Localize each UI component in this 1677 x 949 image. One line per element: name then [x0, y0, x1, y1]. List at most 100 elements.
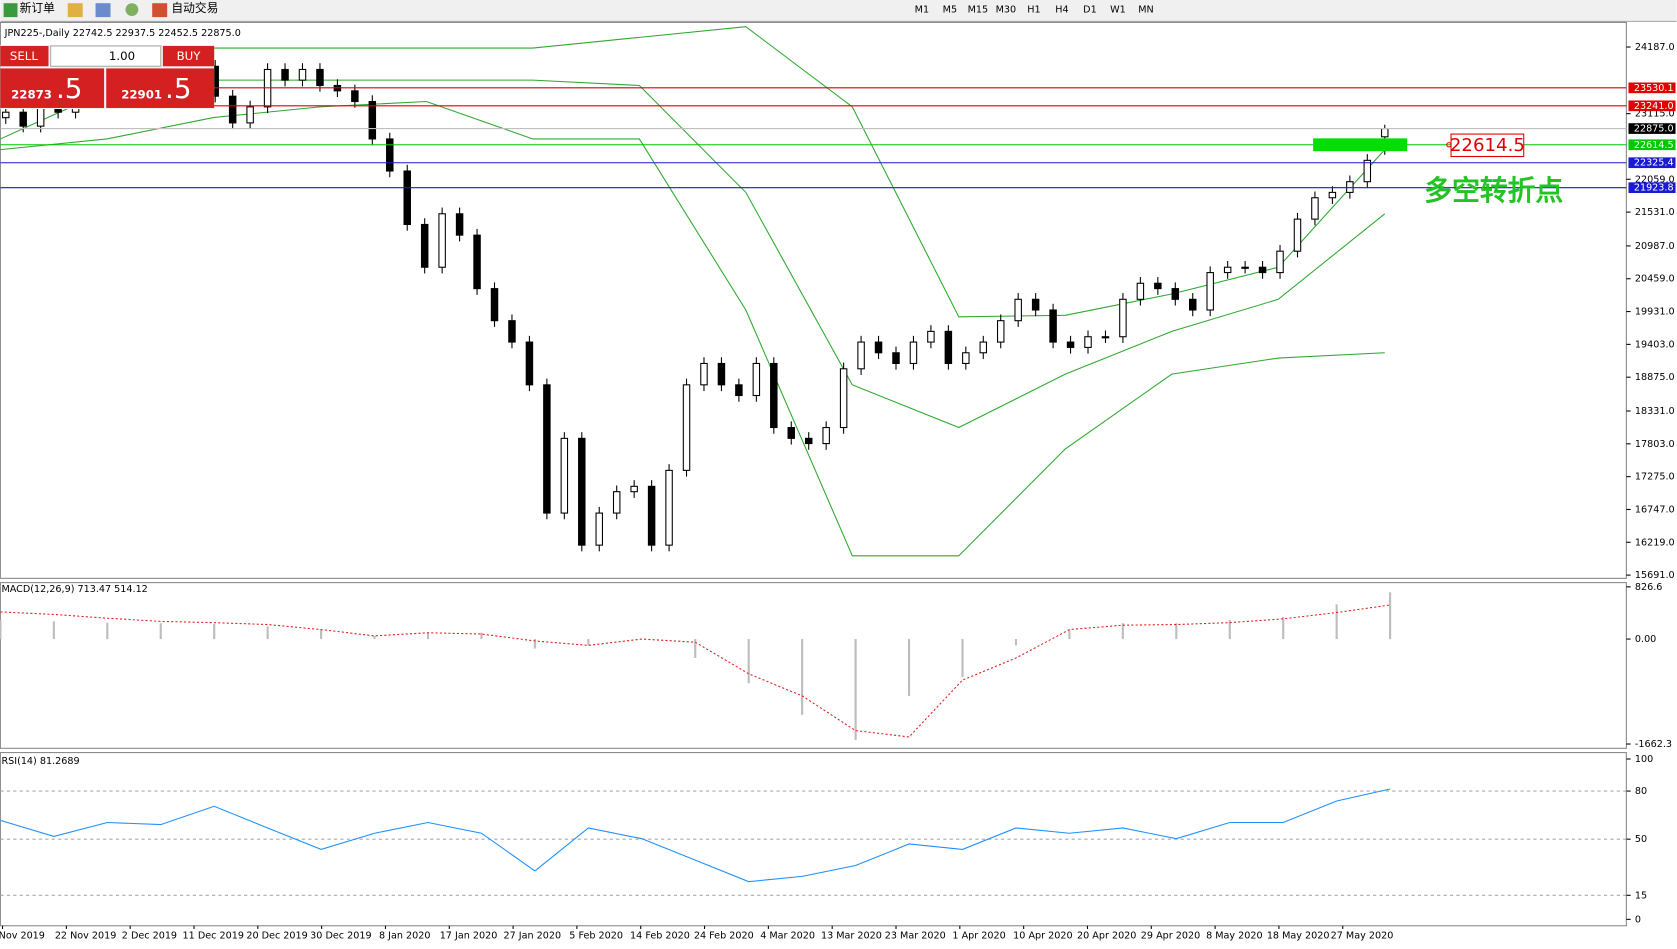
- timeframe-button[interactable]: M1: [915, 5, 929, 16]
- annotation-label: 22614.5: [1450, 135, 1525, 156]
- candle-body: [892, 352, 900, 364]
- candle-body: [578, 437, 586, 546]
- macd-bar: [854, 639, 857, 741]
- y-tick-label: 0.00: [1635, 634, 1656, 645]
- rsi-label: RSI(14) 81.2689: [1, 756, 79, 767]
- sell-button[interactable]: [0, 45, 49, 67]
- new-order-button[interactable]: 新订单: [20, 1, 55, 15]
- rsi-line: [0, 788, 1391, 883]
- candle-body: [839, 368, 848, 429]
- toolbar-icon[interactable]: [67, 3, 83, 18]
- y-tick-label: 20459.0: [1635, 274, 1675, 285]
- new-order-icon[interactable]: [3, 3, 18, 18]
- buy-price[interactable]: 22901: [121, 88, 162, 102]
- candle-body: [909, 341, 918, 364]
- macd-bar: [747, 639, 750, 684]
- macd-bar: [801, 639, 804, 715]
- macd-bar: [694, 639, 697, 659]
- candle-body: [927, 330, 935, 343]
- toolbar-icon[interactable]: [125, 3, 139, 17]
- candle-body: [1066, 341, 1075, 348]
- x-tick-label: 20 Apr 2020: [1077, 930, 1136, 941]
- candle-body: [1101, 336, 1110, 339]
- buy-price-big[interactable]: .5: [165, 72, 192, 105]
- candle-body: [822, 427, 830, 445]
- macd-bar: [480, 632, 483, 640]
- y-tick-label: 100: [1635, 754, 1653, 765]
- timeframe-button[interactable]: D1: [1083, 5, 1097, 16]
- candle-body: [787, 427, 796, 439]
- y-tick-label: 17803.0: [1635, 439, 1675, 450]
- macd-bar: [426, 632, 430, 640]
- candle-body: [752, 362, 761, 397]
- sell-price-box[interactable]: [0, 68, 105, 108]
- timeframe-button[interactable]: M15: [968, 5, 989, 16]
- x-tick-label: 22 Nov 2019: [55, 930, 117, 941]
- order-panel: SELL 1.00 BUY 22873 .5 22901 .5: [0, 44, 215, 110]
- y-tick-label: 15691.0: [1635, 570, 1675, 581]
- timeframe-button[interactable]: H4: [1055, 5, 1068, 16]
- macd-bar: [159, 623, 162, 640]
- candle-body: [857, 341, 865, 370]
- x-tick-label: 4 Mar 2020: [760, 930, 815, 941]
- candle-body: [1136, 282, 1145, 300]
- candle-body: [2, 111, 10, 119]
- timeframes: M1 M5 M15 M30 H1 H4 D1 W1 MN: [915, 5, 1154, 16]
- annotation-box: [1450, 133, 1525, 158]
- candle-body: [438, 213, 446, 268]
- timeframe-button[interactable]: M30: [996, 5, 1017, 16]
- current-price-label: 22875.0: [1634, 124, 1674, 135]
- x-tick-label: 10 Apr 2020: [1013, 930, 1072, 941]
- buy-price-box[interactable]: [106, 68, 215, 108]
- timeframe-button[interactable]: H1: [1027, 5, 1040, 16]
- buy-button[interactable]: [162, 45, 215, 67]
- timeframe-button[interactable]: M5: [943, 5, 957, 16]
- candle-body: [647, 485, 656, 546]
- sell-label[interactable]: SELL: [10, 49, 38, 63]
- level-tag: [1628, 157, 1676, 169]
- toolbar-icon[interactable]: [95, 3, 111, 18]
- candle-body: [228, 95, 237, 124]
- auto-trading-button[interactable]: 自动交易: [171, 1, 218, 15]
- candle-body: [996, 320, 1005, 343]
- candle-body: [560, 437, 569, 514]
- candle-body: [1258, 266, 1267, 274]
- y-tick-label: 826.6: [1635, 582, 1663, 593]
- x-tick-label: 29 Apr 2020: [1141, 930, 1200, 941]
- candle-body: [665, 469, 673, 546]
- timeframe-button[interactable]: MN: [1138, 5, 1153, 16]
- y-tick-label: 0: [1635, 914, 1641, 925]
- candle-body: [246, 106, 254, 124]
- y-tick-label: 80: [1635, 786, 1647, 797]
- candle-body: [473, 234, 481, 290]
- sell-price[interactable]: 22873: [11, 88, 52, 102]
- y-tick-label: 21531.0: [1635, 207, 1675, 218]
- candle-body: [1241, 266, 1249, 269]
- candle-body: [19, 111, 27, 127]
- x-tick-label: 18 May 2020: [1267, 930, 1330, 941]
- macd-bar: [1068, 629, 1071, 640]
- candle-body: [1171, 288, 1180, 300]
- candle-body: [1014, 298, 1022, 322]
- candle-body: [455, 213, 464, 236]
- candle-body: [1154, 282, 1162, 290]
- macd-bar: [1121, 623, 1124, 640]
- lot-input[interactable]: [50, 45, 162, 67]
- candle-body: [700, 362, 708, 386]
- macd-bar: [373, 635, 376, 640]
- sell-price-big[interactable]: .5: [56, 72, 83, 105]
- candle-body: [508, 320, 516, 343]
- candle-body: [735, 384, 743, 397]
- macd-bar: [0, 620, 2, 640]
- candle-body: [386, 138, 394, 172]
- x-tick-label: 27 Jan 2020: [504, 930, 562, 941]
- buy-label[interactable]: BUY: [177, 49, 202, 63]
- y-tick-label: 15: [1635, 890, 1647, 901]
- auto-trading-icon[interactable]: [152, 3, 168, 18]
- y-tick-label: 16747.0: [1635, 504, 1675, 515]
- lot-value[interactable]: 1.00: [109, 49, 135, 63]
- candle-body: [630, 485, 638, 493]
- timeframe-button[interactable]: W1: [1110, 5, 1126, 16]
- current-price-tag: [1628, 123, 1676, 134]
